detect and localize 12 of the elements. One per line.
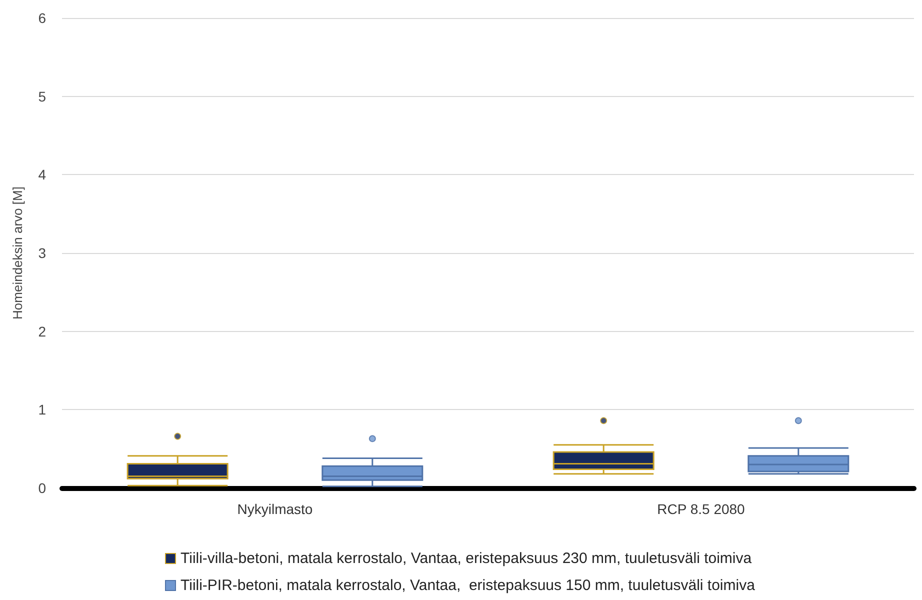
legend-label: Tiili-villa-betoni, matala kerrostalo, Vantaa, eristepaksuus 230 mm, tuuletusväli toimiva [180,550,752,567]
y-tick-label: 0 [38,480,46,496]
y-axis-title: Homeindeksin arvo [M] [10,186,25,320]
y-tick-label: 5 [38,88,46,104]
x-tick-label: RCP 8.5 2080 [657,501,746,517]
y-tick-label: 3 [38,245,46,261]
y-tick-label: 2 [38,323,46,340]
y-tick-label: 6 [38,10,46,26]
y-tick-label: 1 [38,402,46,418]
y-tick-label: 4 [38,166,46,183]
legend-label: Tiili-PIR-betoni, matala kerrostalo, Vantaa, eristepaksuus 150 mm, tuuletusväli toimiva [180,577,756,594]
x-tick-label: Nykyilmasto [237,501,313,517]
